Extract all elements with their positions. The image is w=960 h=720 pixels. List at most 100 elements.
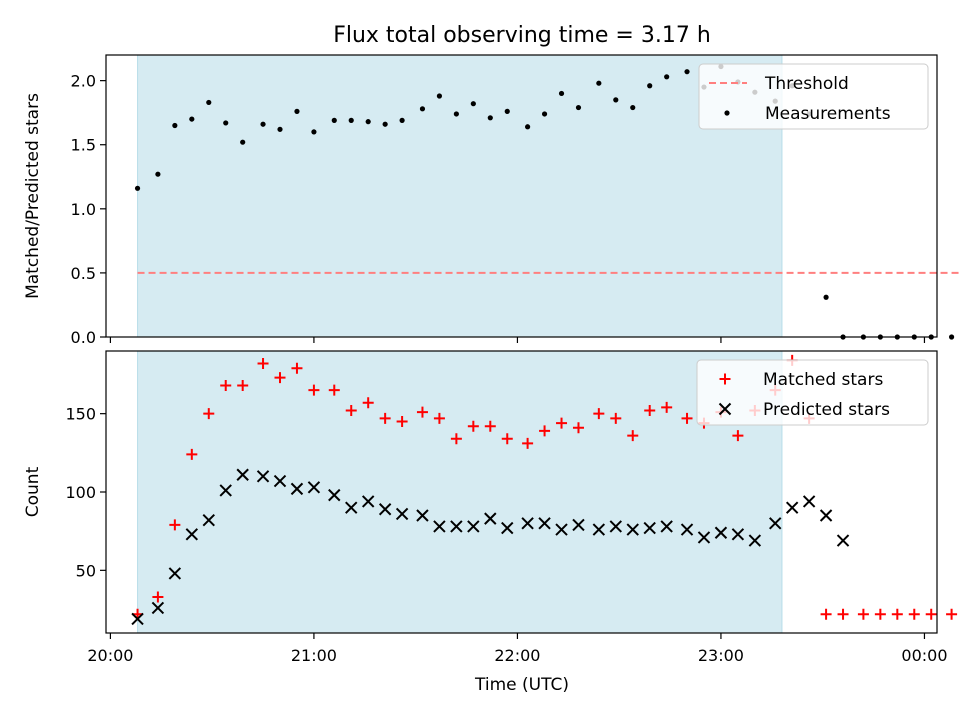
- predicted-stars-point: [168, 567, 182, 580]
- x-tick-label: 23:00: [698, 646, 744, 665]
- x-tick-label: 21:00: [291, 646, 337, 665]
- matched-stars-point: [644, 405, 656, 417]
- measurement-point: [436, 93, 443, 99]
- measurement-point: [311, 129, 317, 135]
- predicted-stars-point: [501, 521, 514, 535]
- matched-stars-point: [891, 608, 903, 620]
- matched-stars-point: [501, 433, 513, 445]
- y-tick-label: 1.5: [71, 136, 96, 155]
- measurement-point: [134, 185, 141, 191]
- matched-stars-point: [925, 608, 937, 620]
- matched-stars-point: [593, 408, 605, 420]
- matched-stars-point: [220, 379, 232, 391]
- measurement-point: [504, 108, 510, 114]
- matched-stars-point: [522, 437, 534, 449]
- legend-box: [696, 359, 929, 426]
- measurement-point: [223, 120, 229, 126]
- y-axis-label: Matched/Predicted stars: [23, 93, 43, 299]
- predicted-stars-point: [433, 520, 446, 533]
- measurement-point: [277, 126, 283, 132]
- matched-stars-point: [874, 608, 886, 620]
- predicted-stars-point: [361, 495, 375, 508]
- matched-stars-point: [152, 591, 164, 603]
- y-tick-label: 0.5: [71, 264, 96, 283]
- measurement-point: [647, 83, 653, 89]
- predicted-stars-point: [538, 517, 551, 530]
- measurement-point: [684, 69, 690, 75]
- legend: Matched stars Predicted stars: [696, 359, 929, 426]
- matched-stars-point: [732, 430, 744, 442]
- matched-stars-point: [345, 405, 357, 417]
- predicted-stars-point: [202, 513, 215, 527]
- predicted-stars-point: [450, 520, 463, 533]
- predicted-stars-point: [290, 482, 304, 496]
- predicted-stars-point: [769, 517, 782, 530]
- matched-stars-point: [257, 358, 269, 370]
- predicted-stars-point: [697, 531, 711, 544]
- legend: Threshold Measurements: [698, 63, 929, 130]
- measurement-point: [541, 111, 548, 117]
- predicted-stars-point: [273, 474, 287, 488]
- measurement-point: [613, 97, 619, 103]
- y-tick-label: 100: [65, 483, 96, 502]
- predicted-stars-point: [714, 526, 728, 539]
- axes-frame: [105, 54, 938, 338]
- matched-stars-point: [274, 372, 286, 384]
- predicted-stars-point: [219, 484, 232, 497]
- predicted-stars-point: [131, 612, 144, 626]
- matched-stars-point: [237, 379, 249, 391]
- matched-stars-point: [857, 608, 869, 620]
- legend-measurement-swatch: [724, 110, 730, 116]
- matched-stars-point: [308, 384, 320, 396]
- predicted-stars-point: [307, 481, 321, 494]
- measurement-point: [558, 90, 565, 97]
- matched-stars-point: [908, 608, 920, 620]
- matched-stars-point: [946, 608, 958, 620]
- measurement-point: [206, 99, 212, 106]
- measurement-point: [630, 104, 636, 111]
- measurement-point: [948, 334, 955, 340]
- x-axis-label: Time (UTC): [474, 675, 569, 695]
- predicted-stars-point: [748, 534, 762, 547]
- predicted-stars-point: [151, 601, 165, 615]
- predicted-stars-point: [467, 520, 480, 533]
- measurement-point: [453, 111, 459, 117]
- predicted-stars-point: [328, 488, 341, 502]
- legend-label: Matched stars: [763, 370, 883, 390]
- measurement-point: [331, 117, 337, 123]
- measurement-point: [525, 124, 531, 130]
- matched-stars-point: [362, 397, 374, 409]
- y-tick-label: 0.0: [71, 328, 96, 347]
- predicted-stars-point: [572, 518, 585, 532]
- measurement-point: [823, 294, 829, 300]
- predicted-stars-point: [819, 509, 833, 522]
- measurement-point: [596, 80, 602, 86]
- matched-stars-point: [484, 420, 496, 432]
- legend-predicted-swatch: [718, 402, 732, 416]
- observing-interval-shade: [137, 54, 783, 338]
- predicted-stars-point: [236, 468, 249, 481]
- matched-stars-point: [627, 430, 639, 442]
- matched-stars-point: [450, 433, 462, 445]
- legend-box: [698, 63, 929, 130]
- predicted-stars-point: [660, 520, 673, 533]
- predicted-stars-point: [521, 517, 534, 530]
- predicted-stars-point: [395, 507, 409, 521]
- matched-stars-point: [661, 401, 673, 413]
- predicted-stars-point: [680, 523, 694, 536]
- matched-stars-point: [291, 362, 303, 374]
- predicted-stars-point: [626, 523, 639, 536]
- matched-stars-point: [467, 420, 479, 432]
- matched-stars-point: [169, 519, 181, 531]
- predicted-stars-point: [802, 495, 816, 508]
- observing-interval-shade: [137, 350, 783, 634]
- y-axis-label: Count: [23, 466, 43, 517]
- predicted-stars-point: [416, 509, 429, 522]
- measurement-point: [487, 115, 493, 121]
- matched-stars-point: [572, 422, 584, 434]
- predicted-stars-point: [592, 523, 606, 536]
- matched-stars-point: [820, 608, 832, 620]
- x-tick-label: 00:00: [901, 646, 947, 665]
- measurement-point: [294, 108, 300, 114]
- measurement-point: [172, 122, 178, 129]
